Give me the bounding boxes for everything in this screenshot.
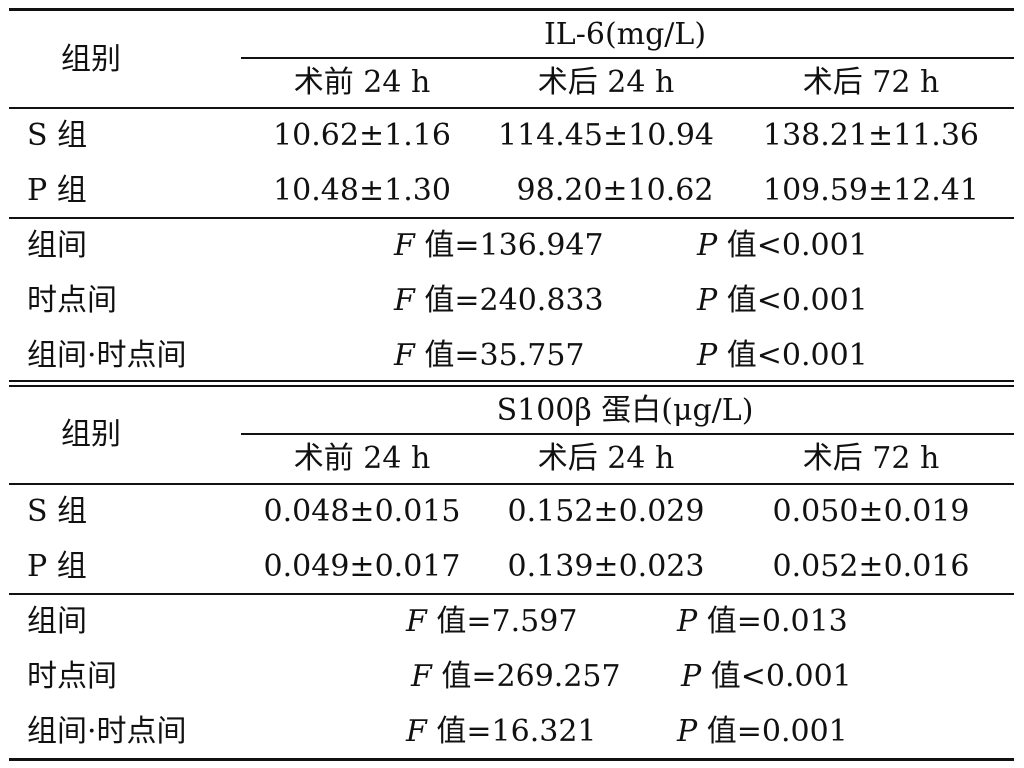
stat-label: 组间·时点间 — [27, 338, 187, 373]
data-cell: 98.20±10.62 — [516, 173, 714, 208]
column-header: 术后 72 h — [802, 65, 940, 100]
p-value: P 值<0.001 — [697, 283, 868, 318]
column-header: 术后 24 h — [537, 441, 675, 476]
row-label: P 组 — [27, 173, 87, 208]
group-header: 组别 — [61, 42, 121, 77]
p-value: P 值=0.001 — [677, 714, 848, 749]
column-header: 术后 24 h — [537, 65, 675, 100]
f-statistic: F 值=7.597 — [406, 604, 578, 639]
stat-label: 组间 — [27, 604, 87, 639]
data-cell: 0.050±0.019 — [772, 494, 970, 529]
column-header: 术前 24 h — [293, 65, 431, 100]
header-subrule — [241, 57, 1014, 59]
p-value: P 值<0.001 — [697, 338, 868, 373]
data-cell: 0.048±0.015 — [263, 494, 461, 529]
measure-header: S100β 蛋白(μg/L) — [496, 393, 754, 428]
p-value: P 值<0.001 — [697, 228, 868, 263]
f-statistic: F 值=240.833 — [394, 283, 604, 318]
header-rule — [9, 107, 1014, 109]
f-statistic: F 值=35.757 — [394, 338, 585, 373]
data-cell: 10.62±1.16 — [273, 118, 451, 153]
data-cell: 109.59±12.41 — [763, 173, 979, 208]
stat-label: 时点间 — [27, 283, 117, 318]
bottom-rule — [9, 758, 1014, 761]
stat-label: 组间 — [27, 228, 87, 263]
f-statistic: F 值=16.321 — [406, 714, 597, 749]
row-label: P 组 — [27, 549, 87, 584]
data-rule — [9, 217, 1014, 219]
data-cell: 0.049±0.017 — [263, 549, 461, 584]
data-cell: 10.48±1.30 — [273, 173, 451, 208]
row-label: S 组 — [27, 118, 88, 153]
section-double-rule — [9, 380, 1014, 382]
header-rule — [9, 483, 1014, 485]
p-value: P 值<0.001 — [681, 659, 852, 694]
data-cell: 114.45±10.94 — [498, 118, 714, 153]
group-header: 组别 — [61, 417, 121, 452]
data-cell: 0.052±0.016 — [772, 549, 970, 584]
measure-header: IL-6(mg/L) — [543, 17, 707, 52]
data-cell: 138.21±11.36 — [763, 118, 979, 153]
section-double-rule — [9, 385, 1014, 387]
data-cell: 0.139±0.023 — [507, 549, 705, 584]
p-value: P 值=0.013 — [677, 604, 848, 639]
top-rule — [9, 8, 1014, 11]
data-rule — [9, 593, 1014, 595]
stat-label: 组间·时点间 — [27, 714, 187, 749]
f-statistic: F 值=269.257 — [411, 659, 621, 694]
f-statistic: F 值=136.947 — [394, 228, 604, 263]
data-cell: 0.152±0.029 — [507, 494, 705, 529]
column-header: 术前 24 h — [293, 441, 431, 476]
stat-label: 时点间 — [27, 659, 117, 694]
column-header: 术后 72 h — [802, 441, 940, 476]
header-subrule — [241, 433, 1014, 435]
row-label: S 组 — [27, 494, 88, 529]
